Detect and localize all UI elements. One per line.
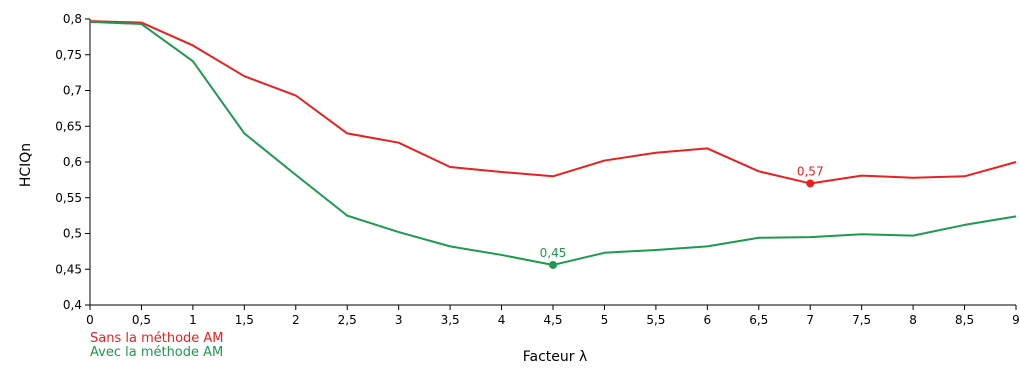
- series-layer: 0,57 0,45: [89, 20, 1017, 269]
- x-tick-label: 9: [1012, 313, 1020, 327]
- x-tick-label: 1,5: [235, 313, 254, 327]
- x-tick-label: 2,5: [338, 313, 357, 327]
- series-line-2: [89, 20, 1017, 266]
- series-1-data-label: 0,57: [797, 164, 824, 178]
- y-axis-ticks: 0,4 0,45 0,5 0,55 0,6 0,65 0,7 0,75 0,8: [55, 12, 90, 312]
- y-tick-label: 0,7: [63, 84, 82, 98]
- y-axis-title: HCIQn: [18, 143, 34, 187]
- y-tick-label: 0,4: [63, 298, 82, 312]
- x-tick-label: 1: [189, 313, 197, 327]
- legend-entry-series-2: Avec la méthode AM: [90, 345, 224, 360]
- x-tick-label: 4,5: [543, 313, 562, 327]
- x-tick-label: 8: [909, 313, 917, 327]
- series-2-data-label: 0,45: [540, 246, 567, 260]
- x-tick-label: 5: [601, 313, 609, 327]
- series-2-point-marker: [549, 260, 557, 269]
- x-tick-label: 7,5: [852, 313, 871, 327]
- y-tick-label: 0,45: [55, 262, 82, 276]
- y-tick-label: 0,5: [63, 227, 82, 241]
- y-tick-label: 0,6: [63, 155, 82, 169]
- x-tick-label: 3,5: [441, 313, 460, 327]
- series-line-1: [89, 20, 1017, 185]
- y-tick-label: 0,55: [55, 191, 82, 205]
- x-axis-title: Facteur λ: [523, 349, 588, 365]
- x-tick-label: 0: [86, 313, 94, 327]
- x-tick-label: 6,5: [749, 313, 768, 327]
- x-tick-label: 3: [395, 313, 403, 327]
- series-1-point-marker: [806, 179, 815, 188]
- x-tick-label: 6: [704, 313, 712, 327]
- y-tick-label: 0,75: [55, 48, 82, 62]
- y-tick-label: 0,65: [55, 119, 82, 133]
- x-tick-label: 4: [498, 313, 506, 327]
- x-axis-ticks: 0 0,5 1 1,5 2 2,5 3 3,5 4 4,5 5 5,5 6 6,5 7 7,5 8 8,5 9: [86, 305, 1020, 327]
- x-tick-label: 8,5: [955, 313, 974, 327]
- y-tick-label: 0,8: [63, 12, 82, 26]
- x-tick-label: 5,5: [646, 313, 665, 327]
- legend: Sans la méthode AM Avec la méthode AM: [90, 332, 224, 360]
- legend-entry-series-1: Sans la méthode AM: [90, 331, 224, 346]
- x-tick-label: 2: [292, 313, 300, 327]
- x-tick-label: 0,5: [132, 313, 151, 327]
- x-tick-label: 7: [806, 313, 814, 327]
